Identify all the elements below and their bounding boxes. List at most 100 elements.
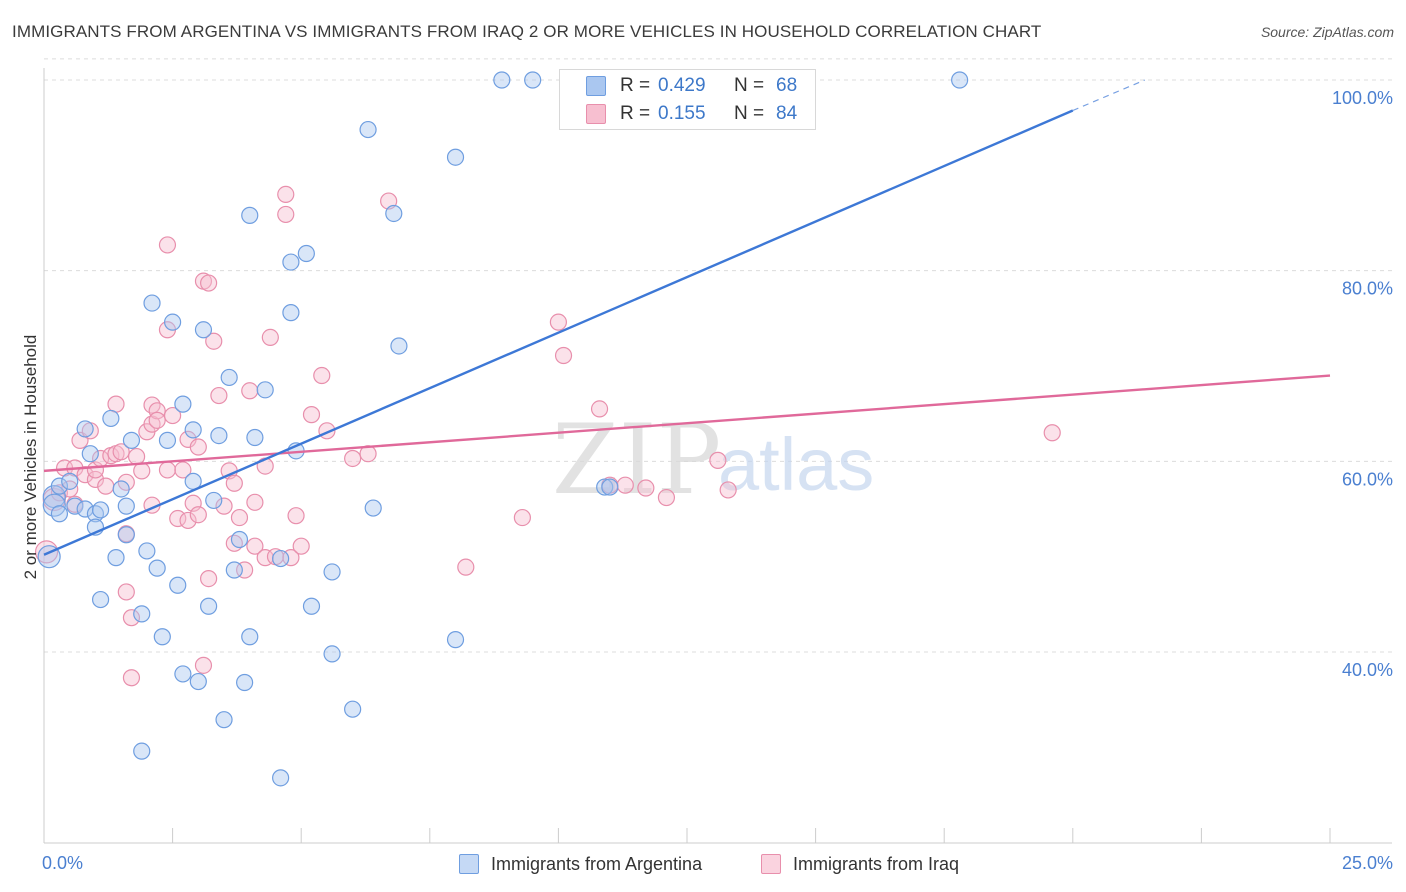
argentina-point (42, 493, 66, 517)
argentina-point (117, 497, 135, 515)
argentina-point (601, 478, 619, 496)
iraq-point (86, 470, 105, 489)
iraq-point (169, 509, 187, 528)
argentina-point (297, 244, 315, 263)
argentina-point (446, 631, 465, 649)
argentina-point (50, 477, 69, 495)
argentina-point (112, 480, 130, 498)
argentina-point (61, 472, 79, 490)
argentina-point (143, 294, 161, 312)
argentina-point (493, 71, 511, 89)
argentina-point (323, 563, 341, 581)
argentina-point (241, 206, 259, 224)
iraq-point (225, 474, 243, 492)
iraq-point (107, 395, 125, 413)
argentina-trendline (43, 109, 1074, 556)
x-tick-label: 25.0% (1342, 853, 1393, 873)
iraq-point (112, 443, 130, 461)
argentina-point (225, 561, 243, 579)
argentina-point (133, 742, 151, 760)
iraq-point (246, 493, 264, 511)
watermark-zip: ZIP (552, 404, 721, 516)
iraq-trendline (43, 374, 1331, 473)
iraq-point (709, 451, 727, 469)
legend-r-value: 0.155 (658, 103, 706, 124)
legend-item-argentina[interactable]: Immigrants from Argentina (459, 852, 702, 876)
legend-swatch-argentina (459, 854, 479, 874)
iraq-point (277, 205, 295, 224)
argentina-point (133, 605, 151, 623)
iraq-point (158, 236, 177, 254)
iraq-point (133, 462, 151, 480)
argentina-point (359, 120, 377, 139)
watermark-atlas: atlas (718, 423, 874, 506)
iraq-point (97, 477, 115, 495)
argentina-point (91, 501, 110, 519)
iraq-point (200, 274, 218, 292)
argentina-point (158, 431, 177, 449)
argentina-point (91, 590, 110, 609)
argentina-point (364, 499, 382, 517)
legend-label-iraq: Immigrants from Iraq (793, 853, 960, 874)
argentina-point (50, 505, 69, 523)
legend-row-argentina: R = 0.429 N = 68 (586, 74, 797, 98)
iraq-point (261, 328, 279, 346)
argentina-point (102, 409, 120, 428)
argentina-point (272, 549, 290, 568)
iraq-point (215, 497, 233, 515)
trendlines (43, 79, 1331, 556)
argentina-point (385, 204, 403, 223)
iraq-point (1043, 424, 1061, 442)
iraq-point (148, 402, 166, 420)
iraq-point (179, 511, 197, 530)
argentina-point (169, 576, 187, 594)
legend-n-value: 68 (776, 75, 798, 96)
iraq-point (719, 481, 737, 499)
iraq-point (246, 537, 264, 555)
source-label: Source: ZipAtlas.com (1260, 24, 1394, 40)
argentina-point (164, 313, 182, 331)
iraq-point (313, 366, 331, 385)
iraq-point (210, 386, 228, 405)
argentina-point (200, 597, 218, 615)
iraq-point (200, 569, 218, 588)
iraq-point (122, 669, 141, 687)
argentina-point (174, 665, 192, 683)
argentina-point (194, 321, 213, 339)
iraq-point (230, 508, 249, 527)
legend-r-label: R = (620, 103, 651, 124)
iraq-point (127, 447, 146, 466)
iraq-point (205, 332, 223, 350)
iraq-point (590, 400, 609, 418)
y-tick-label: 60.0% (1342, 469, 1393, 489)
gridlines (44, 58, 1392, 653)
argentina-point (184, 421, 202, 439)
watermark: ZIP atlas (552, 404, 874, 516)
argentina-point (236, 673, 254, 692)
argentina-point (220, 368, 238, 387)
series-iraq-points (34, 185, 1061, 687)
argentina-point (241, 628, 259, 646)
legend-swatch-iraq (761, 854, 781, 874)
chart-title: IMMIGRANTS FROM ARGENTINA VS IMMIGRANTS … (12, 22, 1042, 41)
axes (43, 68, 1392, 844)
iraq-point (287, 507, 305, 525)
argentina-point (117, 526, 135, 544)
argentina-point (148, 559, 166, 577)
argentina-point (205, 491, 223, 510)
argentina-point (189, 672, 207, 691)
legend-n-value: 84 (776, 103, 798, 124)
argentina-point (122, 431, 141, 449)
argentina-point (76, 420, 94, 438)
argentina-point (446, 148, 465, 166)
legend-r-value: 0.429 (658, 75, 706, 96)
legend-label-argentina: Immigrants from Argentina (491, 853, 703, 874)
argentina-trendline-extension (1072, 79, 1146, 112)
argentina-point (107, 549, 125, 567)
stats-legend: R = 0.429 N = 68 R = 0.155 N = 84 (559, 69, 816, 130)
legend-item-iraq[interactable]: Immigrants from Iraq (761, 852, 959, 876)
iraq-point (554, 346, 573, 365)
iraq-point (164, 406, 182, 425)
iraq-point (50, 484, 69, 502)
iraq-point (174, 461, 192, 479)
